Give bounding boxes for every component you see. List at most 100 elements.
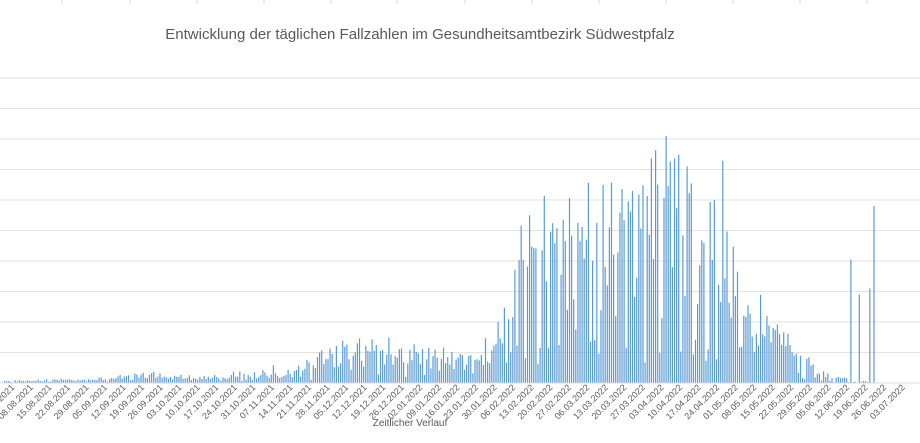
bar (659, 352, 661, 383)
bar (29, 380, 31, 383)
bar (745, 316, 747, 383)
bar (25, 381, 27, 383)
bar (510, 352, 512, 383)
bar (188, 375, 190, 384)
bar (831, 378, 833, 383)
bar (823, 371, 825, 383)
bar (613, 254, 615, 383)
bar (214, 375, 216, 383)
bar (291, 377, 293, 383)
bar (14, 380, 16, 383)
bar (253, 372, 256, 383)
bar (264, 372, 266, 383)
bar (787, 333, 789, 383)
bar (539, 347, 541, 383)
bar (127, 375, 130, 384)
bar (367, 350, 369, 383)
bar (405, 376, 407, 383)
bar (249, 376, 251, 383)
bar (216, 376, 218, 383)
bar (470, 355, 472, 383)
bar (531, 246, 533, 383)
bar (865, 381, 867, 383)
bar (419, 363, 421, 383)
bar (417, 353, 419, 383)
bar (85, 381, 88, 383)
x-tick-labels: 01.08.202108.08.202115.08.202122.08.2021… (0, 382, 907, 421)
bar (707, 349, 709, 383)
bar (258, 376, 260, 383)
bar (825, 376, 827, 383)
bar (730, 317, 732, 383)
bar (256, 378, 258, 383)
bar (709, 201, 711, 383)
bar (344, 346, 346, 383)
bar (136, 374, 138, 383)
bar (661, 318, 663, 383)
bar (762, 334, 764, 383)
bar (522, 259, 524, 383)
bar (279, 378, 281, 383)
bar (615, 316, 617, 383)
bar (329, 348, 331, 383)
bar (379, 350, 382, 383)
bar (526, 266, 529, 383)
bar (43, 380, 46, 383)
bar (608, 227, 610, 383)
bar (398, 349, 400, 383)
bar (562, 219, 564, 383)
bar (629, 211, 631, 383)
bar (537, 363, 539, 383)
bar (810, 365, 812, 383)
bar (636, 277, 638, 383)
bar (230, 375, 232, 383)
bar (646, 196, 648, 383)
bar (92, 379, 94, 383)
bar (846, 378, 848, 383)
bar (64, 379, 67, 383)
bar (455, 359, 457, 383)
bar (235, 376, 237, 383)
bar (594, 340, 596, 383)
bar (804, 379, 806, 383)
bar (125, 376, 127, 383)
bar (98, 377, 100, 383)
bar (814, 377, 816, 383)
bar (421, 349, 424, 383)
bar (335, 346, 337, 383)
bar (829, 380, 831, 383)
bar (508, 319, 510, 383)
bar (703, 243, 705, 383)
bar (739, 347, 741, 383)
bar (505, 362, 508, 383)
bar (858, 294, 860, 383)
bar (432, 356, 434, 383)
bar (453, 368, 455, 383)
bar (251, 379, 253, 383)
bar (850, 259, 852, 383)
bar (550, 231, 552, 383)
bar (671, 267, 673, 383)
bar (306, 359, 308, 383)
bar (262, 370, 264, 383)
bar (770, 342, 772, 383)
bar (316, 357, 319, 383)
bar (445, 363, 447, 383)
bar (806, 358, 808, 383)
bar (354, 352, 356, 383)
bars (4, 135, 875, 384)
bar (610, 182, 613, 383)
bar (321, 350, 323, 383)
bar (8, 380, 10, 383)
bar (218, 378, 220, 383)
bar (755, 333, 757, 383)
bar (541, 250, 543, 383)
bar (211, 377, 214, 383)
bar (100, 377, 102, 383)
bar (726, 231, 728, 383)
bar (130, 380, 132, 383)
bar (778, 333, 781, 383)
bar (835, 377, 837, 383)
bar (741, 346, 743, 383)
bar (688, 193, 690, 383)
